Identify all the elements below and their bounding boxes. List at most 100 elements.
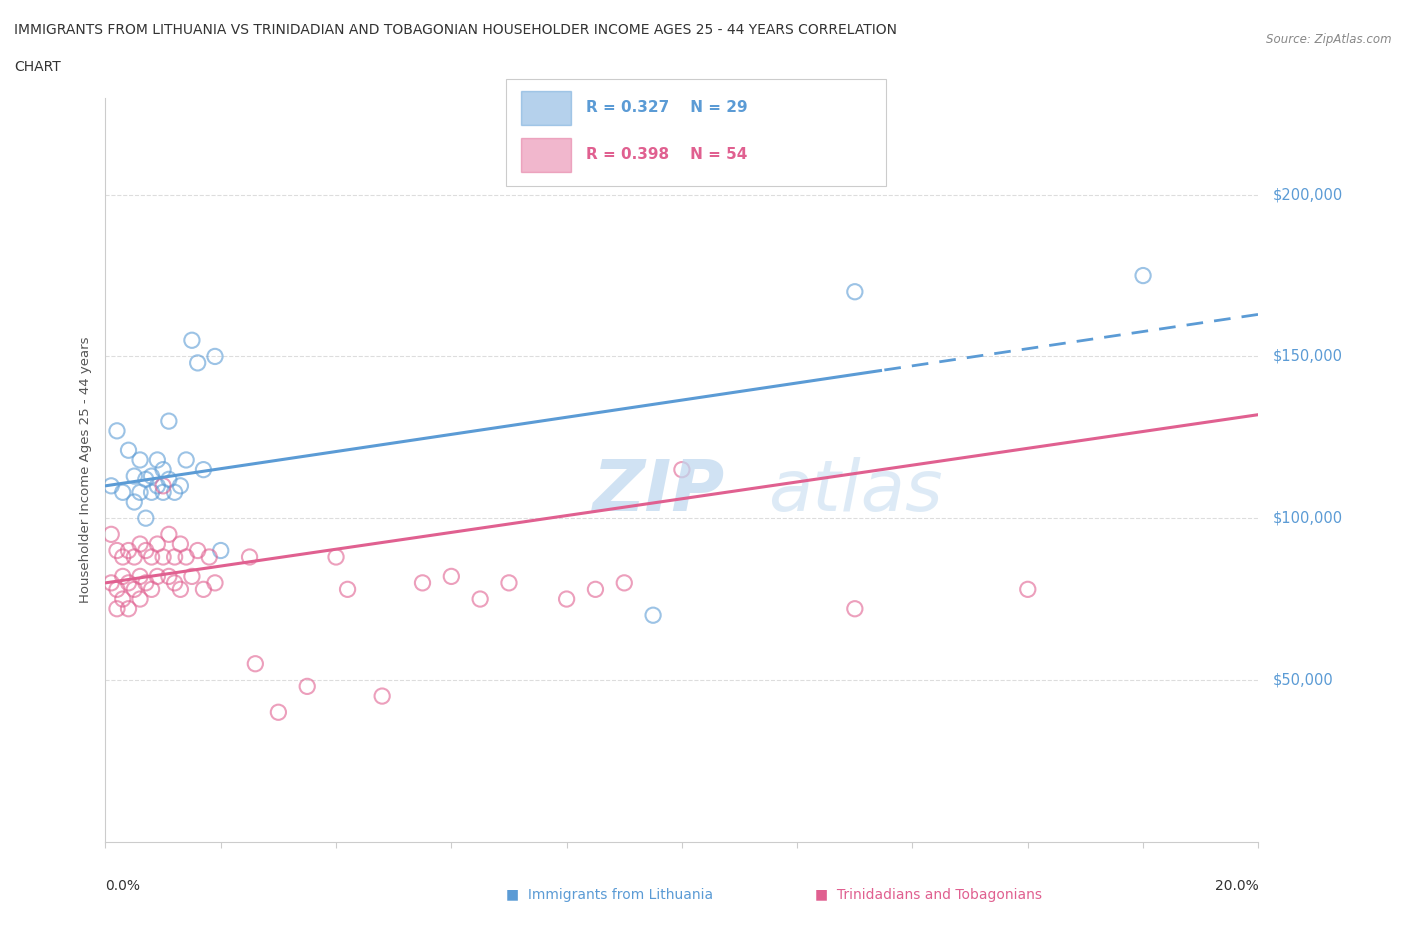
Point [111, 591, 134, 606]
Point [111, 485, 134, 499]
Text: ■  Immigrants from Lithuania: ■ Immigrants from Lithuania [506, 887, 713, 902]
Text: 20.0%: 20.0% [1215, 879, 1258, 893]
Point [111, 550, 134, 565]
Text: $200,000: $200,000 [1272, 187, 1343, 202]
Bar [522, 91, 571, 125]
Point [198, 550, 221, 565]
Point [146, 453, 169, 468]
Point [157, 527, 180, 542]
Point [325, 550, 347, 565]
Point [163, 485, 186, 499]
Point [297, 679, 319, 694]
Point [152, 485, 174, 499]
Point [671, 462, 693, 477]
Point [187, 543, 209, 558]
Point [105, 602, 128, 617]
Point [157, 569, 180, 584]
Point [728, 106, 751, 121]
Point [844, 602, 866, 617]
Point [117, 602, 139, 617]
Point [498, 576, 520, 591]
Point [411, 576, 433, 591]
Point [204, 576, 226, 591]
Point [613, 576, 636, 591]
Text: R = 0.398    N = 54: R = 0.398 N = 54 [586, 148, 747, 163]
Point [135, 576, 157, 591]
Point [100, 527, 122, 542]
Point [141, 469, 163, 484]
Point [1132, 268, 1154, 283]
Point [844, 285, 866, 299]
Point [105, 543, 128, 558]
Y-axis label: Householder Income Ages 25 - 44 years: Householder Income Ages 25 - 44 years [79, 337, 93, 603]
Point [124, 469, 146, 484]
Point [193, 582, 215, 597]
Point [146, 569, 169, 584]
Point [129, 591, 152, 606]
Point [157, 472, 180, 486]
Point [239, 550, 262, 565]
Point [585, 582, 607, 597]
Point [135, 511, 157, 525]
Point [117, 543, 139, 558]
Point [146, 478, 169, 493]
Text: $100,000: $100,000 [1272, 511, 1343, 525]
Point [440, 569, 463, 584]
Text: $50,000: $50,000 [1272, 672, 1333, 687]
Point [129, 453, 152, 468]
Point [100, 576, 122, 591]
Point [129, 537, 152, 551]
Point [169, 537, 191, 551]
Point [193, 462, 215, 477]
Point [180, 333, 202, 348]
Point [371, 688, 394, 703]
Point [135, 543, 157, 558]
Point [124, 495, 146, 510]
Point [111, 569, 134, 584]
Point [169, 478, 191, 493]
Text: ■  Trinidadians and Tobagonians: ■ Trinidadians and Tobagonians [815, 887, 1042, 902]
Point [174, 453, 197, 468]
FancyBboxPatch shape [506, 79, 886, 186]
Point [152, 550, 174, 565]
Point [163, 576, 186, 591]
Point [100, 478, 122, 493]
Point [267, 705, 290, 720]
Point [105, 423, 128, 438]
Point [180, 569, 202, 584]
Point [117, 443, 139, 458]
Text: IMMIGRANTS FROM LITHUANIA VS TRINIDADIAN AND TOBAGONIAN HOUSEHOLDER INCOME AGES : IMMIGRANTS FROM LITHUANIA VS TRINIDADIAN… [14, 23, 897, 37]
Point [152, 462, 174, 477]
Point [129, 569, 152, 584]
Text: ZIP: ZIP [593, 458, 725, 526]
Point [135, 472, 157, 486]
Text: Source: ZipAtlas.com: Source: ZipAtlas.com [1267, 33, 1392, 46]
Point [141, 550, 163, 565]
Point [129, 485, 152, 499]
Text: CHART: CHART [14, 60, 60, 74]
Text: atlas: atlas [768, 458, 942, 526]
Point [641, 608, 665, 623]
Point [187, 355, 209, 370]
Point [141, 582, 163, 597]
Point [174, 550, 197, 565]
Point [157, 414, 180, 429]
Point [152, 478, 174, 493]
Point [169, 582, 191, 597]
Point [209, 543, 232, 558]
Point [1017, 582, 1039, 597]
Point [163, 550, 186, 565]
Text: R = 0.327    N = 29: R = 0.327 N = 29 [586, 100, 748, 115]
Text: 0.0%: 0.0% [105, 879, 141, 893]
Point [146, 537, 169, 551]
Point [555, 591, 578, 606]
Point [141, 485, 163, 499]
Bar [522, 138, 571, 172]
Point [204, 349, 226, 364]
Point [117, 576, 139, 591]
Point [245, 657, 267, 671]
Text: $150,000: $150,000 [1272, 349, 1343, 364]
Point [124, 550, 146, 565]
Point [124, 582, 146, 597]
Point [336, 582, 359, 597]
